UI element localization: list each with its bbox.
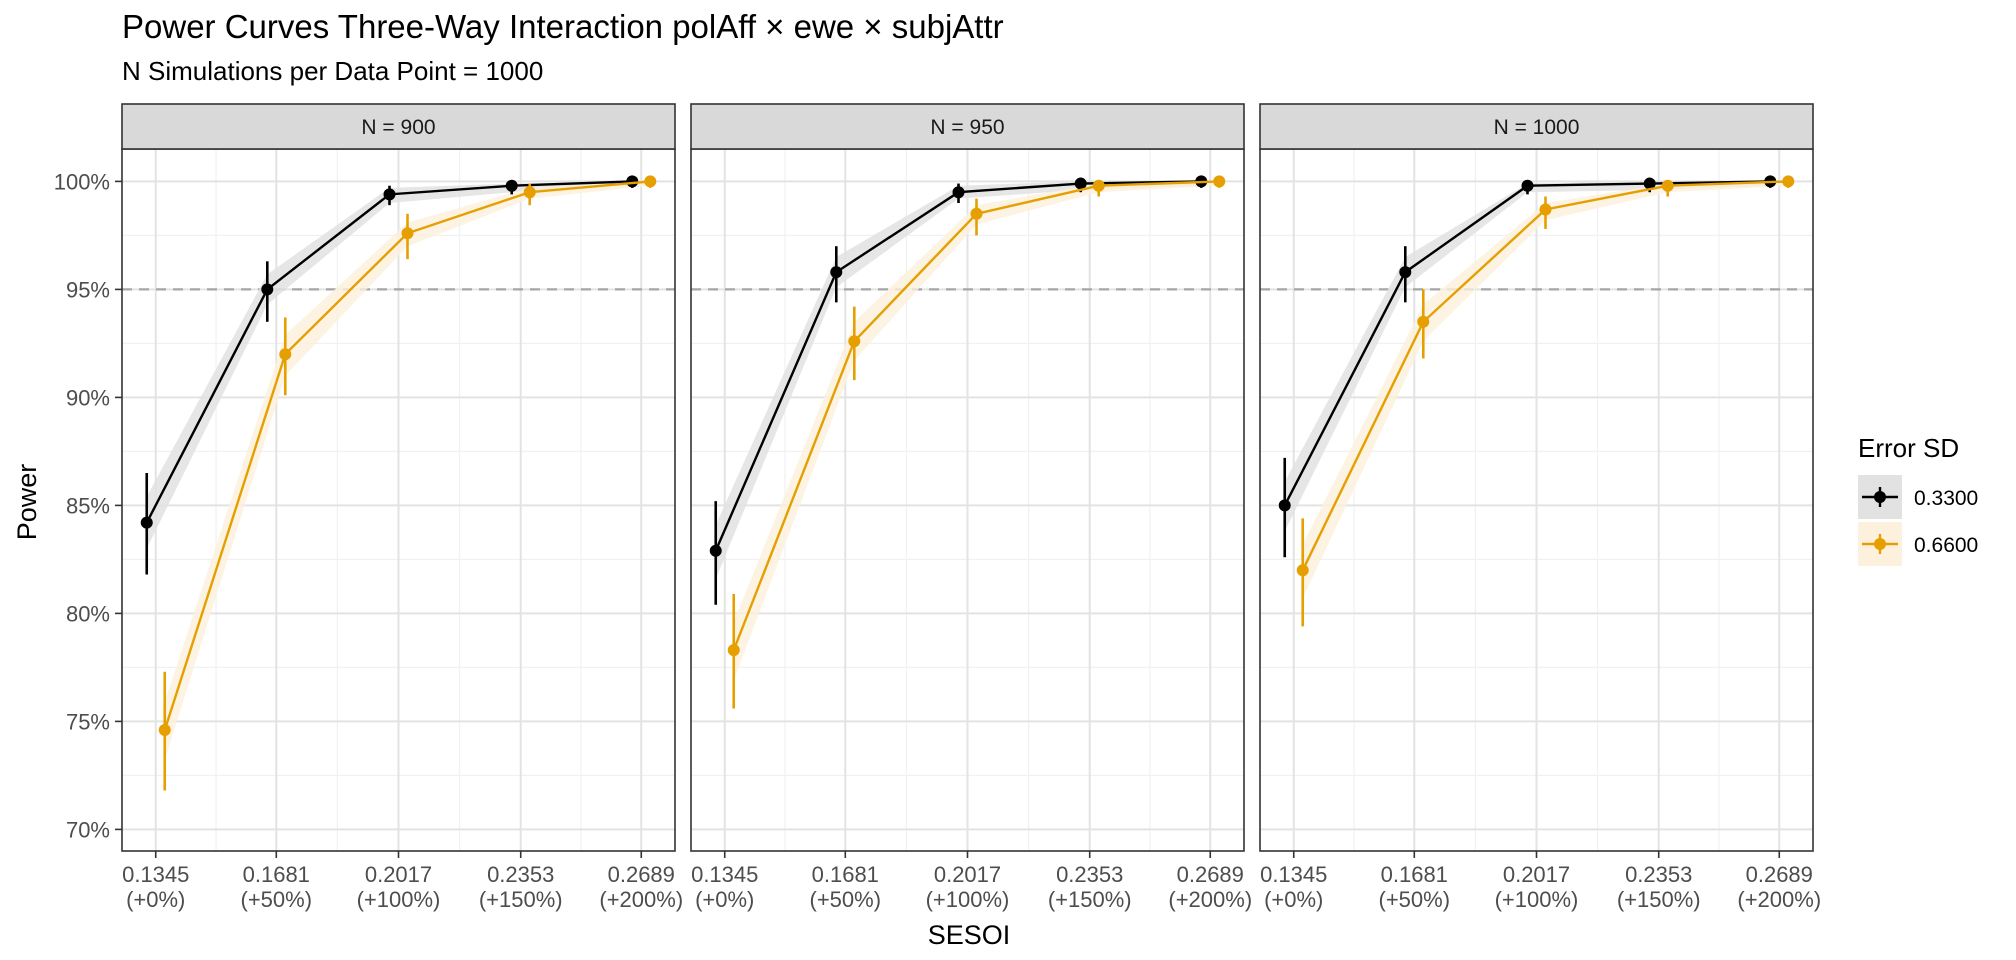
data-point: [1539, 203, 1552, 216]
data-point: [1092, 179, 1105, 192]
y-tick-label: 85%: [66, 493, 110, 518]
data-point: [830, 266, 843, 279]
x-tick-label: 0.1345: [691, 862, 758, 887]
legend-title: Error SD: [1858, 433, 1959, 463]
x-tick-sublabel: (+100%): [926, 887, 1010, 912]
data-point: [1074, 177, 1087, 190]
y-tick-label: 75%: [66, 709, 110, 734]
x-tick-sublabel: (+50%): [241, 887, 313, 912]
confidence-ribbon-sd-0.6600: [1302, 181, 1789, 599]
x-tick-sublabel: (+50%): [810, 887, 882, 912]
x-tick-label: 0.2017: [934, 862, 1001, 887]
data-point: [709, 544, 722, 557]
data-point: [505, 179, 518, 192]
facet-strip-label: N = 900: [361, 116, 435, 139]
legend: Error SD 0.3300 0.6600: [1858, 433, 1978, 566]
data-point: [140, 516, 153, 529]
x-tick-sublabel: (+100%): [1495, 887, 1579, 912]
y-tick-label: 70%: [66, 817, 110, 842]
x-axis-title: SESOI: [928, 920, 1011, 950]
x-tick-sublabel: (+200%): [1737, 887, 1821, 912]
data-point: [523, 186, 536, 199]
data-point: [1643, 177, 1656, 190]
x-tick-label: 0.1681: [812, 862, 879, 887]
x-tick-sublabel: (+200%): [599, 887, 683, 912]
x-tick-label: 0.2689: [1746, 862, 1813, 887]
x-tick-label: 0.2689: [608, 862, 675, 887]
data-point: [279, 348, 292, 361]
x-tick-sublabel: (+200%): [1168, 887, 1252, 912]
data-point: [1213, 175, 1226, 188]
legend-key-0.6600: 0.6600: [1858, 522, 1978, 566]
data-point: [383, 188, 396, 201]
x-tick-sublabel: (+150%): [1617, 887, 1701, 912]
facet-panel-1: N = 900 0.1345(+0%) 0.1681(+50%) 0.2017(+10…: [54, 103, 683, 912]
x-tick-sublabel: (+0%): [695, 887, 754, 912]
data-point: [1278, 499, 1291, 512]
x-tick-label: 0.1345: [122, 862, 189, 887]
legend-label: 0.6600: [1914, 534, 1978, 557]
x-tick-sublabel: (+100%): [357, 887, 441, 912]
data-point: [644, 175, 657, 188]
legend-key-point: [1874, 538, 1886, 550]
x-tick-label: 0.2689: [1177, 862, 1244, 887]
data-point: [1782, 175, 1795, 188]
x-tick-label: 0.2353: [1625, 862, 1692, 887]
x-tick-sublabel: (+50%): [1379, 887, 1451, 912]
legend-label: 0.3300: [1914, 487, 1978, 510]
chart-title: Power Curves Three-Way Interaction polAf…: [122, 8, 1004, 45]
x-tick-label: 0.1345: [1260, 862, 1327, 887]
y-tick-label: 90%: [66, 385, 110, 410]
x-tick-label: 0.1681: [1381, 862, 1448, 887]
x-tick-label: 0.2353: [1056, 862, 1123, 887]
data-point: [952, 186, 965, 199]
facet-strip-label: N = 1000: [1494, 116, 1580, 139]
x-tick-label: 0.2353: [487, 862, 554, 887]
y-axis-title: Power: [12, 464, 42, 541]
data-point: [1521, 179, 1534, 192]
y-tick-label: 80%: [66, 601, 110, 626]
y-tick-label: 95%: [66, 277, 110, 302]
data-point: [970, 207, 983, 220]
facet-strip: [690, 103, 1245, 150]
y-tick-label: 100%: [54, 169, 110, 194]
panels-layer: N = 9000.1345(+0%)0.1681(+50%)0.2017(+10…: [54, 103, 1821, 912]
data-point: [1296, 564, 1309, 577]
x-tick-sublabel: (+0%): [126, 887, 185, 912]
facet-strip: [1259, 103, 1814, 150]
x-tick-sublabel: (+150%): [1048, 887, 1132, 912]
data-point: [1399, 266, 1412, 279]
facet-strip: [121, 103, 676, 150]
x-tick-label: 0.1681: [243, 862, 310, 887]
chart-subtitle: N Simulations per Data Point = 1000: [122, 56, 544, 86]
facet-strip-label: N = 950: [930, 116, 1004, 139]
data-point: [727, 644, 740, 657]
legend-key-point: [1874, 491, 1886, 503]
data-point: [158, 724, 171, 737]
data-point: [401, 227, 414, 240]
facet-panel-3: N = 10000.1345(+0%)0.1681(+50%)0.2017(+1…: [1259, 103, 1821, 912]
data-point: [848, 335, 861, 348]
data-point: [626, 175, 639, 188]
x-tick-label: 0.2017: [365, 862, 432, 887]
facet-panel-2: N = 950 0.1345(+0%) 0.1681(+50%) 0.2017(+10…: [690, 103, 1252, 912]
x-tick-label: 0.2017: [1503, 862, 1570, 887]
x-tick-sublabel: (+150%): [479, 887, 563, 912]
legend-key-0.3300: 0.3300: [1858, 475, 1978, 519]
data-point: [1661, 179, 1674, 192]
data-point: [1417, 315, 1430, 328]
data-point: [261, 283, 274, 296]
x-tick-sublabel: (+0%): [1264, 887, 1323, 912]
